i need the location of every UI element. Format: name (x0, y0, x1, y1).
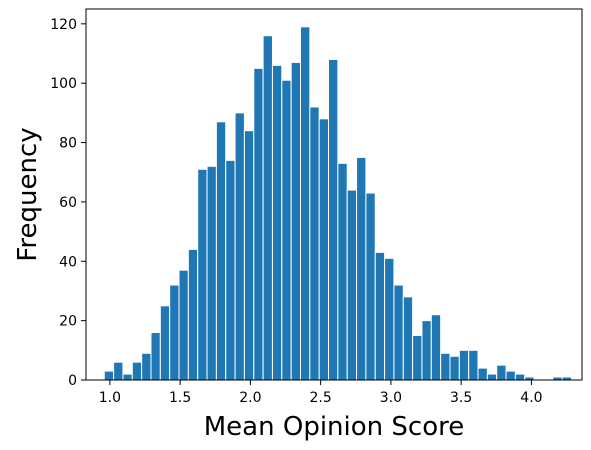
histogram-bar (514, 373, 526, 381)
histogram-bar (281, 79, 292, 381)
histogram-bars (103, 26, 572, 381)
y-tick-label: 100 (50, 76, 77, 92)
histogram-bar (253, 67, 264, 381)
x-tick-label: 2.0 (239, 390, 261, 406)
histogram-bar (243, 130, 255, 381)
histogram-bar (318, 118, 330, 381)
plot-frame (85, 8, 583, 381)
x-tick-label: 4.0 (520, 390, 542, 406)
histogram-bar (122, 373, 133, 381)
histogram-bar (412, 334, 423, 381)
x-tick-label: 3.5 (450, 390, 472, 406)
histogram-bar (141, 352, 152, 381)
histogram-bar (234, 112, 245, 381)
x-tick-label: 2.5 (310, 390, 332, 406)
histogram-bar (197, 168, 208, 381)
histogram-bar (178, 269, 189, 381)
histogram-bar (337, 162, 348, 381)
histogram-bar (356, 156, 367, 381)
histogram-bar (206, 165, 217, 381)
histogram-bar (271, 64, 283, 381)
y-tick-label: 20 (59, 314, 77, 330)
histogram-bar (131, 361, 143, 381)
y-axis-ticks: 0 20 40 60 80 100 120 (50, 17, 86, 389)
y-tick-label: 80 (59, 136, 77, 152)
histogram-bar (374, 251, 386, 381)
histogram-bar (384, 257, 395, 381)
histogram-bar (486, 373, 498, 381)
y-tick-label: 0 (68, 373, 77, 389)
histogram-bar (393, 284, 404, 381)
histogram-bar (309, 106, 320, 381)
y-tick-label: 40 (59, 254, 77, 270)
y-tick-label: 120 (50, 17, 77, 33)
histogram-bar (328, 58, 339, 381)
histogram-bar (103, 370, 115, 381)
histogram-bar (458, 349, 470, 381)
x-tick-label: 1.5 (169, 390, 191, 406)
x-axis-title: Mean Opinion Score (204, 412, 464, 442)
histogram-bar (346, 189, 358, 381)
histogram-bar (477, 367, 488, 381)
histogram-bar (159, 305, 171, 381)
y-axis-title: Frequency (13, 127, 43, 261)
histogram-bar (169, 284, 180, 381)
histogram-bar (449, 355, 460, 381)
histogram-bar (468, 349, 479, 381)
histogram-bar (262, 35, 273, 381)
histogram-bar (299, 26, 311, 381)
y-tick-label: 60 (59, 195, 77, 211)
histogram-bar (290, 61, 301, 381)
histogram-bar (365, 192, 376, 381)
histogram-bar (215, 121, 227, 381)
histogram-bar (113, 361, 124, 381)
histogram-bar (402, 296, 414, 381)
histogram-bar (150, 332, 161, 381)
histogram-bar (505, 370, 516, 381)
x-tick-label: 1.0 (99, 390, 121, 406)
x-axis-ticks: 1.0 1.5 2.0 2.5 3.0 3.5 4.0 (99, 380, 543, 406)
histogram-bar (421, 320, 432, 381)
histogram-bar (225, 159, 236, 381)
histogram-bar (430, 314, 442, 381)
x-tick-label: 3.0 (380, 390, 402, 406)
histogram-bar (440, 352, 451, 381)
histogram-bar (187, 248, 199, 381)
histogram-bar (496, 364, 507, 381)
